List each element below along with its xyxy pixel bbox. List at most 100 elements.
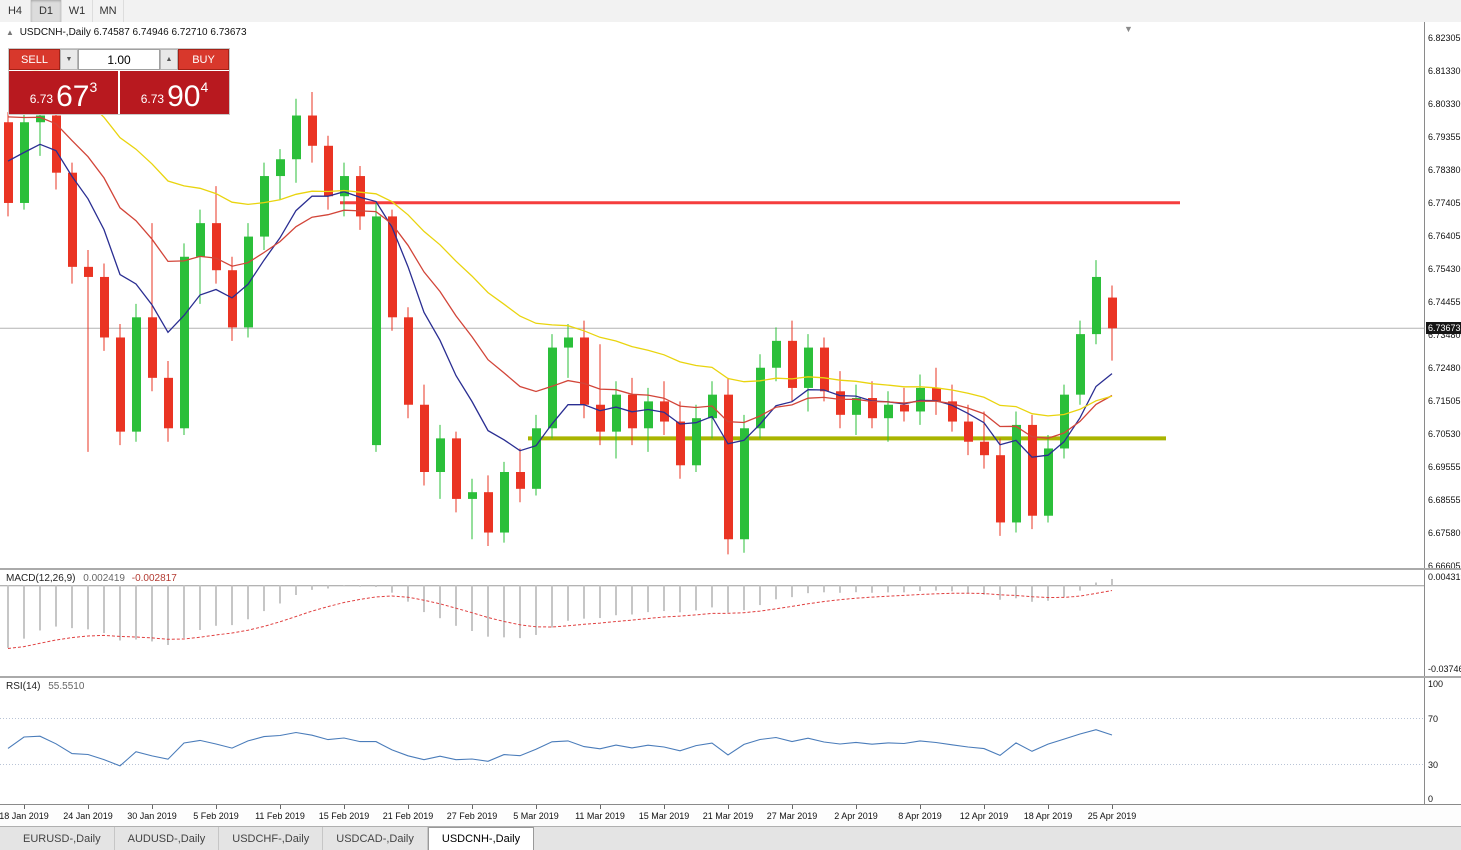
macd-axis-min-label: -0.03746 — [1428, 664, 1461, 674]
candle-body — [516, 472, 525, 489]
ma-fast-navy — [7, 143, 1113, 458]
rsi-panel-splitter[interactable] — [0, 676, 1461, 678]
candle-body — [180, 256, 189, 429]
candle-body — [164, 377, 173, 429]
timeframe-button-w1[interactable]: W1 — [62, 0, 93, 22]
price-axis-label: 6.69555 — [1428, 461, 1461, 472]
volume-decrease-button[interactable]: ▼ — [59, 49, 78, 70]
date-axis-tick — [344, 805, 345, 809]
price-axis-label: 6.75430 — [1428, 264, 1461, 275]
chart-tab-bar: EURUSD-,Daily AUDUSD-,Daily USDCHF-,Daily U… — [0, 826, 1461, 850]
macd-name: MACD(12,26,9) — [6, 573, 76, 584]
volume-input[interactable] — [78, 49, 160, 70]
date-axis-label: 2 Apr 2019 — [834, 811, 878, 821]
rsi-indicator[interactable] — [0, 678, 1424, 802]
date-axis-label: 25 Apr 2019 — [1087, 811, 1137, 821]
chart-tab-usdcnhdaily[interactable]: USDCNH-,Daily — [427, 827, 535, 850]
candle-body — [244, 236, 253, 328]
buy-button[interactable]: BUY — [178, 49, 229, 70]
buy-price-display[interactable]: 6.73 90 4 — [120, 71, 229, 114]
date-axis-label: 30 Jan 2019 — [127, 811, 177, 821]
down-arrow-icon: ▼ — [65, 56, 73, 63]
candle-body — [228, 270, 237, 328]
date-axis-label: 11 Mar 2019 — [575, 811, 625, 821]
price-axis-label: 6.76405 — [1428, 231, 1461, 242]
candle-body — [676, 421, 685, 466]
sell-price-base: 6.73 — [29, 92, 54, 106]
candle-body — [532, 428, 541, 489]
date-axis-label: 12 Apr 2019 — [959, 811, 1009, 821]
candlestick-chart[interactable] — [0, 22, 1424, 568]
rsi-axis-label: 100 — [1428, 679, 1444, 689]
chart-tab-eurusddaily[interactable]: EURUSD-,Daily — [10, 827, 115, 850]
price-axis-label: 6.82305 — [1428, 33, 1461, 43]
price-axis-label: 6.67580 — [1428, 528, 1461, 539]
date-axis-label: 8 Apr 2019 — [898, 811, 942, 821]
timeframe-button-h4[interactable]: H4 — [0, 0, 31, 22]
candle-body — [276, 159, 285, 177]
candle-body — [500, 472, 509, 533]
candle-body — [1012, 424, 1021, 523]
date-axis-label: 11 Feb 2019 — [255, 811, 305, 821]
candle-body — [420, 404, 429, 473]
sell-button[interactable]: SELL — [9, 49, 60, 70]
candle-body — [1076, 334, 1085, 395]
sell-price-display[interactable]: 6.73 67 3 — [9, 71, 118, 114]
date-axis-label: 24 Jan 2019 — [63, 811, 113, 821]
candle-body — [868, 398, 877, 419]
date-axis-tick — [216, 805, 217, 809]
timeframe-button-d1[interactable]: D1 — [31, 0, 62, 22]
candle-body — [884, 404, 893, 419]
rsi-name: RSI(14) — [6, 681, 41, 692]
chart-symbol-label: USDCNH-,Daily — [19, 27, 91, 38]
rsi-value: 55.5510 — [48, 681, 85, 692]
buy-price-big-digits: 90 — [167, 80, 201, 113]
candle-body — [948, 401, 957, 422]
chart-tab-usdcaddaily[interactable]: USDCAD-,Daily — [323, 827, 428, 850]
candle-body — [724, 394, 733, 540]
macd-indicator[interactable] — [0, 570, 1424, 676]
candle-body — [548, 347, 557, 429]
candle-body — [980, 441, 989, 456]
macd-label: MACD(12,26,9) 0.002419 -0.002817 — [6, 573, 177, 584]
rsi-axis-label: 30 — [1428, 759, 1439, 770]
chart-shift-marker-icon[interactable]: ▼ — [1124, 24, 1133, 34]
volume-increase-button[interactable]: ▲ — [160, 49, 179, 70]
date-axis-tick — [856, 805, 857, 809]
timeframe-button-mn[interactable]: MN — [93, 0, 124, 22]
macd-panel[interactable]: MACD(12,26,9) 0.002419 -0.002817 — [0, 570, 1424, 676]
date-axis-tick — [984, 805, 985, 809]
chart-menu-icon[interactable]: ▲ — [6, 28, 14, 37]
date-axis-label: 18 Apr 2019 — [1023, 811, 1073, 821]
candle-body — [772, 340, 781, 368]
rsi-line — [7, 729, 1113, 767]
macd-panel-splitter[interactable] — [0, 568, 1461, 570]
rsi-panel[interactable]: RSI(14) 55.5510 — [0, 678, 1424, 802]
macd-signal-value: -0.002817 — [131, 573, 177, 584]
chart-tab-audusddaily[interactable]: AUDUSD-,Daily — [115, 827, 220, 850]
candle-body — [308, 115, 317, 146]
date-axis-tick — [600, 805, 601, 809]
price-axis[interactable]: 6.73673 6.82305 6.81330 6.80330 6.79355 6.78… — [1424, 22, 1461, 804]
candle-body — [1060, 394, 1069, 449]
price-axis-label: 6.73480 — [1428, 329, 1461, 340]
date-axis[interactable]: 18 Jan 2019 24 Jan 2019 30 Jan 2019 5 Feb 2… — [0, 804, 1461, 827]
candle-body — [996, 455, 1005, 523]
price-axis-label: 6.66605 — [1428, 561, 1461, 571]
date-axis-label: 18 Jan 2019 — [0, 811, 49, 821]
candle-body — [372, 216, 381, 446]
candle-body — [900, 404, 909, 412]
candle-body — [468, 492, 477, 499]
candle-body — [1092, 276, 1101, 335]
date-axis-tick — [472, 805, 473, 809]
chart-tab-usdchfdaily[interactable]: USDCHF-,Daily — [219, 827, 324, 850]
candle-body — [916, 387, 925, 412]
candle-body — [852, 398, 861, 415]
date-axis-tick — [408, 805, 409, 809]
main-chart-panel[interactable]: ▲ USDCNH-,Daily 6.74587 6.74946 6.72710 … — [0, 22, 1424, 568]
date-axis-tick — [792, 805, 793, 809]
price-axis-label: 6.77405 — [1428, 197, 1461, 208]
candle-body — [612, 394, 621, 432]
candle-body — [1044, 448, 1053, 516]
candle-body — [1028, 424, 1037, 516]
